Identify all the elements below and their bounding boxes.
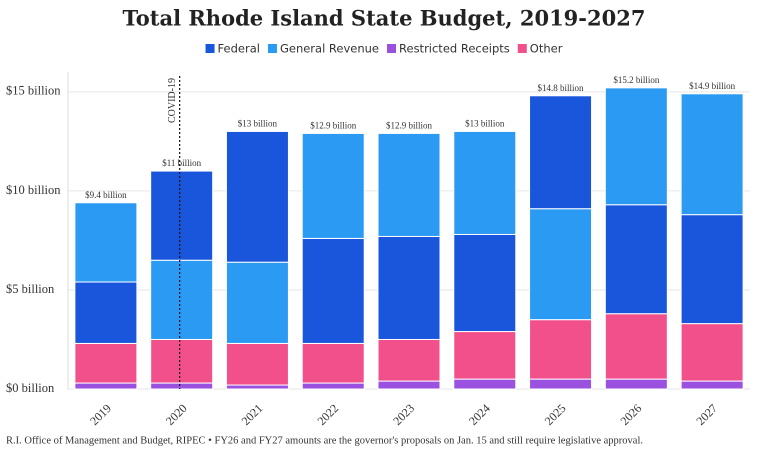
- bar-segment: [604, 378, 668, 390]
- annotation-label: COVID-19: [167, 78, 178, 123]
- bar-segment: [604, 313, 668, 380]
- bar-segment: [529, 319, 593, 380]
- bar-segment: [680, 380, 744, 390]
- bar-segment: [225, 261, 289, 344]
- bar-segment: [453, 233, 517, 333]
- x-tick-label: 2022: [314, 401, 341, 428]
- bar-segment: [529, 208, 593, 321]
- bar-segment: [377, 380, 441, 390]
- legend-swatch: [517, 44, 527, 53]
- bar-segment: [150, 170, 214, 261]
- x-tick-label: 2025: [542, 401, 569, 428]
- bar-segment: [680, 323, 744, 382]
- bar-segment: [453, 331, 517, 380]
- y-tick-label: $10 billion: [6, 183, 61, 197]
- bar-segment: [529, 378, 593, 390]
- y-tick-label: $0 billion: [6, 381, 55, 395]
- x-tick-label: 2024: [466, 401, 493, 428]
- bar-segment: [301, 132, 365, 239]
- bar-segment: [604, 204, 668, 315]
- total-label: $9.4 billion: [85, 190, 127, 200]
- bar-segment: [74, 382, 138, 390]
- bar-segment: [150, 259, 214, 340]
- bar-segment: [301, 237, 365, 344]
- bar-segment: [74, 202, 138, 283]
- source-note: R.I. Office of Management and Budget, RI…: [6, 435, 643, 446]
- bar-segment: [301, 382, 365, 390]
- bar-segment: [74, 281, 138, 344]
- y-tick-label: $5 billion: [6, 282, 55, 296]
- legend-swatch: [387, 44, 397, 53]
- total-label: $14.8 billion: [538, 83, 585, 93]
- bar-segment: [150, 338, 214, 384]
- x-tick-label: 2021: [239, 401, 266, 428]
- bar-segment: [301, 342, 365, 384]
- chart-title: Total Rhode Island State Budget, 2019-20…: [123, 6, 646, 31]
- bar-segment: [74, 342, 138, 384]
- bar-segment: [453, 378, 517, 390]
- legend-swatch: [205, 44, 215, 53]
- bar-segment: [680, 93, 744, 216]
- bar-segment: [225, 130, 289, 263]
- total-label: $13 billion: [238, 119, 278, 129]
- legend-label: Other: [530, 42, 563, 56]
- legend-label: Restricted Receipts: [399, 42, 510, 56]
- total-label: $11 billion: [162, 158, 201, 168]
- total-label: $12.9 billion: [310, 120, 357, 130]
- legend-label: General Revenue: [280, 42, 379, 56]
- legend-label: Federal: [218, 42, 260, 56]
- bar-segment: [225, 342, 289, 386]
- bar-segment: [604, 87, 668, 206]
- total-label: $12.9 billion: [386, 120, 433, 130]
- bar-segment: [377, 235, 441, 340]
- total-label: $14.9 billion: [689, 81, 736, 91]
- total-label: $13 billion: [465, 119, 505, 129]
- x-tick-label: 2027: [693, 401, 720, 428]
- legend-swatch: [267, 44, 277, 53]
- x-tick-label: 2026: [618, 401, 645, 428]
- bar-segment: [150, 382, 214, 390]
- bar-segment: [377, 338, 441, 382]
- total-label: $15.2 billion: [613, 75, 660, 85]
- bar-segment: [225, 384, 289, 390]
- bar-segment: [680, 214, 744, 325]
- bar-segment: [529, 95, 593, 210]
- x-tick-label: 2019: [87, 401, 114, 428]
- bar-segment: [377, 132, 441, 237]
- x-tick-label: 2020: [163, 401, 190, 428]
- legend: Federal General Revenue Restricted Receipt…: [205, 42, 563, 56]
- y-tick-label: $15 billion: [6, 84, 61, 98]
- bar-segment: [453, 130, 517, 235]
- x-tick-label: 2023: [390, 401, 417, 428]
